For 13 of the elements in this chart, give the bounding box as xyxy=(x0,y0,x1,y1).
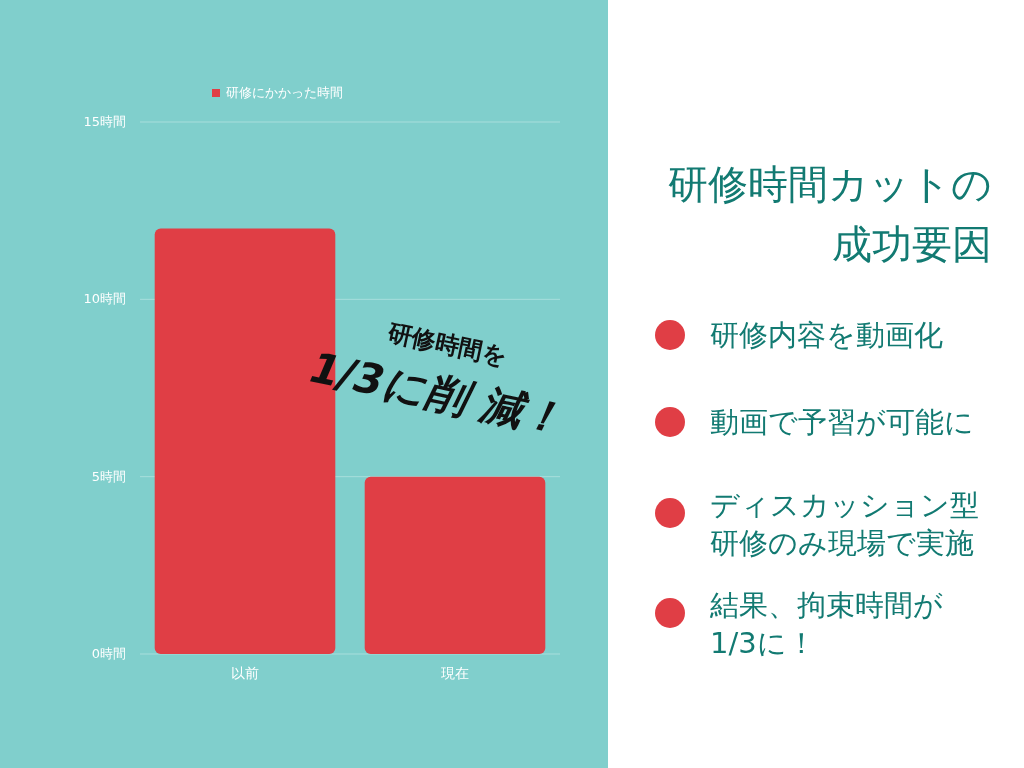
annotation: 研修時間を1/3に削 減！ xyxy=(306,318,569,444)
y-tick-label: 5時間 xyxy=(91,468,126,484)
y-tick-label: 10時間 xyxy=(83,291,126,307)
text: 結果、拘束時間が1/3に！ xyxy=(709,588,943,660)
y-tick-label: 0時間 xyxy=(91,646,126,661)
text: 研修内容を動画化 xyxy=(710,318,943,352)
text: 動画で予習が可能に xyxy=(710,405,974,439)
x-tick-label: 以前 xyxy=(231,665,259,681)
y-tick-label: 15時間 xyxy=(83,114,126,129)
text: ディスカッション型研修のみ現場で実施 xyxy=(710,488,979,560)
text: 研修時間カットの成功要因 xyxy=(668,161,992,267)
x-tick-label: 現在 xyxy=(441,665,469,681)
legend-label: 研修にかかった時間 xyxy=(226,85,343,100)
